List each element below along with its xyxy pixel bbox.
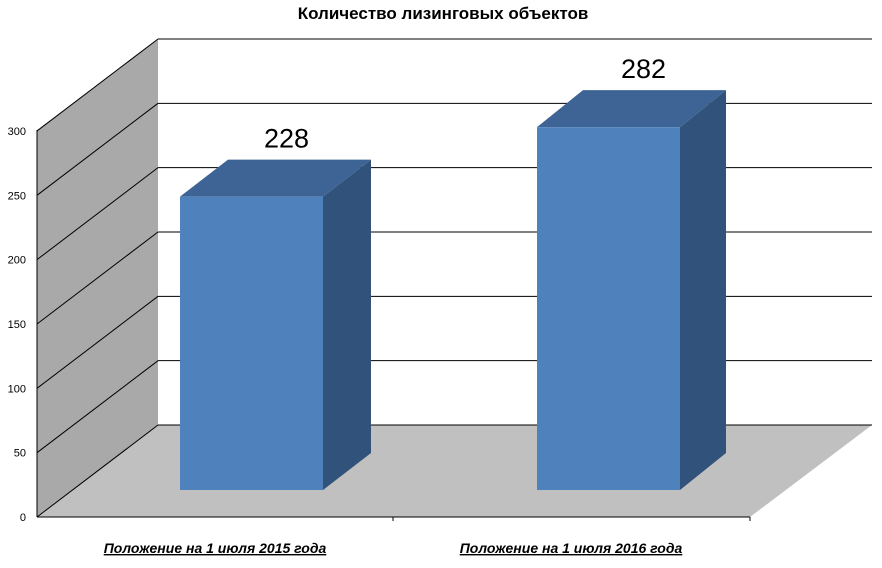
y-tick-label: 100 [8, 383, 26, 395]
category-label: Положение на 1 июля 2016 года [460, 540, 683, 556]
gridline-side [36, 38, 159, 132]
gridline-side [36, 231, 159, 325]
category-labels: Положение на 1 июля 2015 года Положение н… [104, 540, 683, 556]
bars [180, 90, 726, 491]
chart-title: Количество лизинговых объектов [298, 4, 589, 23]
category-label: Положение на 1 июля 2015 года [104, 540, 327, 556]
bar [180, 196, 323, 491]
y-tick-label: 200 [8, 255, 26, 267]
floor [37, 425, 872, 517]
bar-top [180, 159, 371, 197]
gridline-side [36, 360, 159, 454]
y-tick-label: 250 [8, 190, 26, 202]
gridline-side [36, 295, 159, 389]
bar-side [323, 159, 371, 491]
gridline-side [36, 102, 159, 196]
bar-top [537, 90, 726, 128]
y-tick-labels: 0 50 100 150 200 250 300 [8, 126, 26, 524]
y-tick-label: 0 [20, 512, 26, 524]
gridline-side [36, 167, 159, 261]
data-label: 228 [264, 124, 309, 154]
data-label: 282 [621, 54, 666, 84]
data-labels: 228 282 [264, 54, 666, 153]
y-tick-label: 150 [8, 319, 26, 331]
bar-side [680, 90, 726, 490]
gridline-side [36, 424, 159, 518]
bar [537, 127, 680, 490]
y-tick-label: 50 [14, 448, 26, 460]
y-tick-label: 300 [8, 126, 26, 138]
